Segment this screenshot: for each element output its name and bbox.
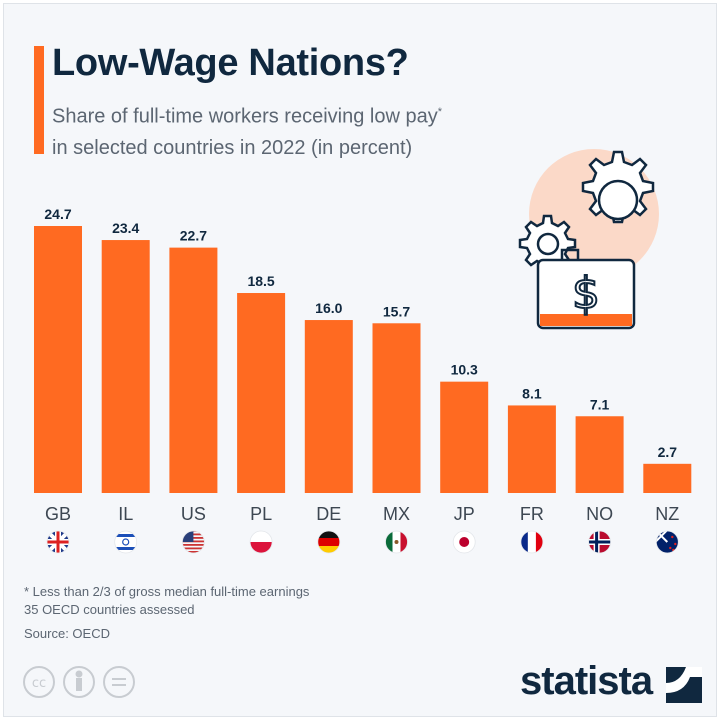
united-states-flag-icon (181, 530, 205, 554)
no-derivatives-icon (103, 666, 135, 698)
x-tick-label: FR (520, 504, 544, 524)
israel-flag-icon (114, 530, 138, 554)
footnote-countries: 35 OECD countries assessed (24, 602, 195, 617)
norway-flag-icon (588, 530, 611, 554)
x-tick-label: GB (45, 504, 71, 524)
footnote-definition: * Less than 2/3 of gross median full-tim… (24, 584, 310, 599)
data-label: 24.7 (44, 206, 71, 222)
title-accent-bar (34, 46, 44, 154)
svg-text:cc: cc (32, 676, 46, 691)
japan-flag-icon (452, 530, 476, 554)
svg-text:$: $ (572, 268, 600, 319)
data-label: 7.1 (590, 396, 610, 412)
bar-US (169, 247, 218, 493)
x-tick-label: MX (383, 504, 410, 524)
germany-flag-icon (317, 530, 341, 554)
briefcase-dollar-icon: $ (536, 248, 636, 330)
source-label: Source: OECD (24, 626, 110, 641)
license-icons[interactable]: cc (22, 664, 152, 704)
cc-icon: cc (23, 666, 55, 698)
data-label: 15.7 (383, 303, 410, 319)
x-tick-label: DE (316, 504, 341, 524)
france-flag-icon (520, 530, 544, 554)
mexico-flag-icon (385, 530, 408, 554)
data-label: 10.3 (451, 362, 478, 378)
statista-logo[interactable]: statista (520, 659, 653, 704)
bar-GB (34, 226, 82, 493)
bar-MX (372, 323, 421, 493)
new-zealand-flag-icon (655, 530, 679, 554)
subtitle-asterisk: * (437, 106, 442, 118)
data-label: 22.7 (180, 228, 207, 244)
subtitle-line-1: Share of full-time workers receiving low… (52, 105, 438, 128)
attribution-icon (63, 666, 95, 698)
data-label: 23.4 (112, 220, 139, 236)
bar-FR (507, 405, 556, 493)
bar-IL (101, 240, 150, 493)
gears-money-illustration: $ (518, 149, 659, 330)
data-label: 8.1 (522, 385, 542, 401)
infographic-card: Low-Wage Nations? Share of full-time wor… (3, 3, 717, 717)
bar-PL (237, 293, 286, 493)
x-tick-label: NZ (655, 504, 679, 524)
statista-logo-mark-icon (666, 667, 702, 703)
x-tick-label: NO (586, 504, 613, 524)
poland-flag-icon (249, 530, 273, 554)
united-kingdom-flag-icon (46, 530, 70, 554)
bar-JP (440, 381, 489, 493)
x-tick-label: US (181, 504, 206, 524)
x-tick-label: PL (250, 504, 272, 524)
subtitle-line-2: in selected countries in 2022 (in percen… (52, 136, 413, 159)
x-tick-label: JP (454, 504, 475, 524)
data-label: 2.7 (658, 444, 678, 460)
chart-title: Low-Wage Nations? (52, 42, 409, 84)
bar-NO (575, 416, 624, 493)
bar-DE (304, 320, 353, 493)
chart-subtitle: Share of full-time workers receiving low… (52, 97, 532, 164)
x-tick-label: IL (118, 504, 133, 524)
statista-logo-text: statista (520, 659, 653, 703)
large-gear-icon (581, 150, 655, 224)
bar-chart: 24.7 GB 23.4 IL 22.7 US 18.5 PL 16.0 DE 15.7 MX 10.3… (34, 206, 692, 554)
data-label: 16.0 (315, 300, 342, 316)
data-label: 18.5 (247, 273, 274, 289)
bar-NZ (643, 463, 692, 493)
